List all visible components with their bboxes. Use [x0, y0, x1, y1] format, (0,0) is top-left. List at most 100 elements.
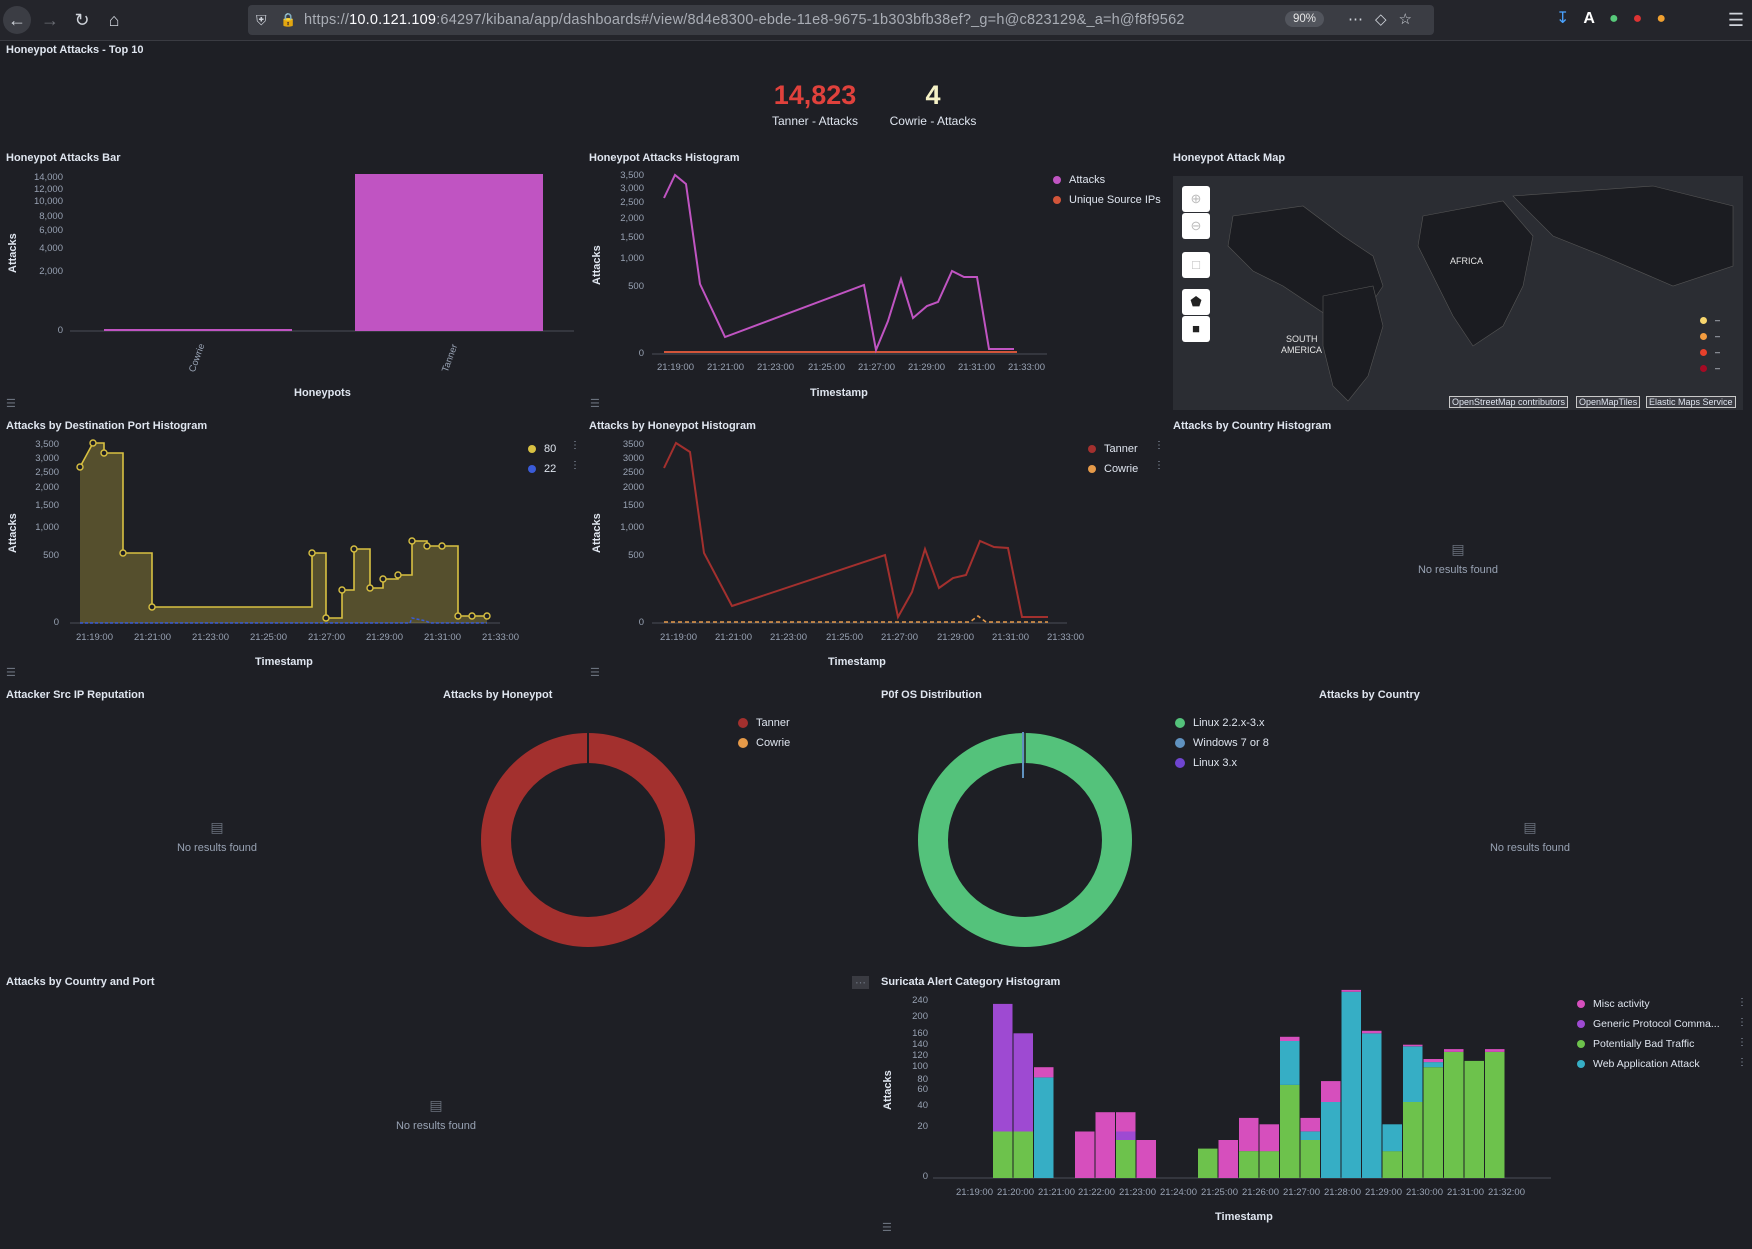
suricata-bar-segment[interactable] — [1116, 1112, 1136, 1132]
legend-options-icon[interactable]: ⋮ — [1737, 1017, 1747, 1028]
legend-item-linux3[interactable]: Linux 3.x — [1175, 753, 1269, 773]
suricata-bar-segment[interactable] — [1382, 1124, 1403, 1152]
suricata-bar-segment[interactable] — [1280, 1041, 1300, 1085]
legend-item-unique-ips[interactable]: Unique Source IPs — [1053, 190, 1161, 210]
lock-icon[interactable]: 🔒 — [280, 12, 297, 27]
legend-item-port80[interactable]: 80 — [528, 439, 556, 459]
legend-item-tanner[interactable]: Tanner — [1088, 439, 1138, 459]
extension-icons[interactable]: ↧A●●● — [1556, 8, 1680, 28]
legend-toggle-icon[interactable]: ☰ — [590, 398, 600, 410]
legend-item-web-attack[interactable]: Web Application Attack — [1577, 1054, 1720, 1074]
legend-options-icon[interactable]: ⋮ — [570, 440, 580, 451]
legend-toggle-icon[interactable]: ☰ — [6, 667, 16, 679]
suricata-bar-segment[interactable] — [1136, 1140, 1157, 1178]
suricata-bar-segment[interactable] — [1259, 1151, 1280, 1178]
legend-item-misc[interactable]: Misc activity — [1577, 994, 1720, 1014]
legend-item-cowrie[interactable]: Cowrie — [1088, 459, 1138, 479]
suricata-bar-segment[interactable] — [1444, 1052, 1464, 1178]
suricata-bar-segment[interactable] — [1362, 1033, 1382, 1178]
cowrie-line[interactable] — [664, 615, 1048, 623]
suricata-bar-segment[interactable] — [1403, 1046, 1423, 1102]
shield-icon[interactable]: ⛨ — [256, 12, 267, 28]
legend-options-icon[interactable]: ⋮ — [1154, 460, 1164, 471]
legend-options-icon[interactable]: ⋮ — [1737, 1037, 1747, 1048]
suricata-bar-segment[interactable] — [1116, 1140, 1136, 1178]
suricata-bar-segment[interactable] — [1464, 1060, 1485, 1178]
suricata-bar-segment[interactable] — [1300, 1131, 1321, 1141]
back-button[interactable]: ← — [3, 6, 31, 34]
legend-item-generic[interactable]: Generic Protocol Comma... — [1577, 1014, 1720, 1034]
tanner-line[interactable] — [663, 441, 1048, 620]
draw-polygon-button[interactable]: ⬟ — [1182, 289, 1210, 315]
port80-line[interactable] — [79, 442, 487, 619]
suricata-bar-segment[interactable] — [1485, 1052, 1505, 1178]
suricata-bar-segment[interactable] — [1423, 1059, 1444, 1063]
suricata-bar-segment[interactable] — [1218, 1140, 1239, 1178]
legend-toggle-icon[interactable]: ☰ — [882, 1222, 892, 1234]
legend-options-icon[interactable]: ⋮ — [1737, 997, 1747, 1008]
attribution-openmaptiles[interactable]: OpenMapTiles — [1576, 396, 1641, 408]
url-bar[interactable]: ⛨ 🔒 https://10.0.121.109:64297/kibana/ap… — [248, 5, 1434, 35]
legend-options-icon[interactable]: ⋮ — [570, 460, 580, 471]
legend-item-bad-traffic[interactable]: Potentially Bad Traffic — [1577, 1034, 1720, 1054]
suricata-bar-segment[interactable] — [1034, 1067, 1054, 1078]
suricata-bar-segment[interactable] — [1423, 1067, 1444, 1178]
bar-cowrie[interactable] — [104, 329, 292, 331]
reload-button[interactable]: ↻ — [74, 10, 90, 30]
port22-line[interactable] — [80, 617, 487, 624]
suricata-bar-segment[interactable] — [993, 1003, 1013, 1132]
url-text[interactable]: https://10.0.121.109:64297/kibana/app/da… — [304, 12, 1185, 28]
suricata-bar-segment[interactable] — [1239, 1151, 1259, 1178]
zoom-indicator[interactable]: 90% — [1284, 11, 1324, 27]
suricata-bar-segment[interactable] — [1341, 989, 1362, 992]
suricata-bar-segment[interactable] — [1116, 1131, 1136, 1141]
attribution-elastic[interactable]: Elastic Maps Service — [1646, 396, 1736, 408]
legend-item-win78[interactable]: Windows 7 or 8 — [1175, 733, 1269, 753]
home-button[interactable]: ⌂ — [108, 10, 120, 30]
legend-item-port22[interactable]: 22 — [528, 459, 556, 479]
suricata-bar-segment[interactable] — [1403, 1102, 1423, 1178]
legend-item-tanner[interactable]: Tanner — [738, 713, 790, 733]
attacks-line[interactable] — [663, 173, 1014, 354]
draw-rectangle-button[interactable]: ■ — [1182, 316, 1210, 342]
suricata-bar-segment[interactable] — [1382, 1151, 1403, 1178]
page-actions[interactable]: ⋯◇☆ — [1348, 10, 1424, 28]
suricata-bar-segment[interactable] — [1403, 1044, 1423, 1047]
legend-toggle-icon[interactable]: ☰ — [590, 667, 600, 679]
legend-toggle-icon[interactable]: ☰ — [6, 398, 16, 410]
suricata-bar-segment[interactable] — [1321, 1102, 1341, 1178]
suricata-bar-segment[interactable] — [1321, 1081, 1341, 1102]
suricata-bar-segment[interactable] — [1423, 1062, 1444, 1068]
suricata-bar-segment[interactable] — [1075, 1131, 1095, 1179]
legend-item-cowrie[interactable]: Cowrie — [738, 733, 790, 753]
suricata-bar-segment[interactable] — [1362, 1030, 1382, 1034]
legend-options-icon[interactable]: ⋮ — [1737, 1057, 1747, 1068]
bar-tanner[interactable] — [355, 174, 543, 331]
forward-button[interactable]: → — [41, 10, 59, 30]
suricata-bar-segment[interactable] — [1239, 1117, 1259, 1152]
suricata-bar-segment[interactable] — [1259, 1124, 1280, 1152]
suricata-bar-segment[interactable] — [1013, 1033, 1034, 1132]
suricata-bar-segment[interactable] — [1341, 991, 1362, 1178]
menu-icon[interactable]: ☰ — [1727, 10, 1745, 30]
legend-options-icon[interactable]: ⋮ — [1154, 440, 1164, 451]
suricata-bar-segment[interactable] — [1280, 1084, 1300, 1178]
suricata-bar-segment[interactable] — [1095, 1112, 1116, 1178]
zoom-out-button[interactable]: ⊖ — [1182, 213, 1210, 239]
zoom-in-button[interactable]: ⊕ — [1182, 186, 1210, 212]
suricata-bar-segment[interactable] — [1198, 1148, 1218, 1178]
legend-item-attacks[interactable]: Attacks — [1053, 170, 1161, 190]
suricata-bar-segment[interactable] — [1013, 1131, 1034, 1179]
attribution-osm[interactable]: OpenStreetMap contributors — [1449, 396, 1569, 408]
suricata-bar-segment[interactable] — [1034, 1077, 1054, 1179]
attack-map[interactable]: AFRICA SOUTH AMERICA – – – – — [1173, 176, 1743, 410]
panel-options-icon[interactable]: ⋯ — [852, 976, 869, 989]
suricata-bar-segment[interactable] — [1300, 1140, 1321, 1178]
suricata-bar-segment[interactable] — [1300, 1117, 1321, 1132]
fit-bounds-button[interactable]: □ — [1182, 252, 1210, 278]
suricata-bar-segment[interactable] — [1485, 1049, 1505, 1052]
suricata-bar-segment[interactable] — [1444, 1049, 1464, 1052]
suricata-bar-segment[interactable] — [993, 1131, 1013, 1179]
suricata-bar-segment[interactable] — [1280, 1036, 1300, 1041]
legend-item-linux22[interactable]: Linux 2.2.x-3.x — [1175, 713, 1269, 733]
